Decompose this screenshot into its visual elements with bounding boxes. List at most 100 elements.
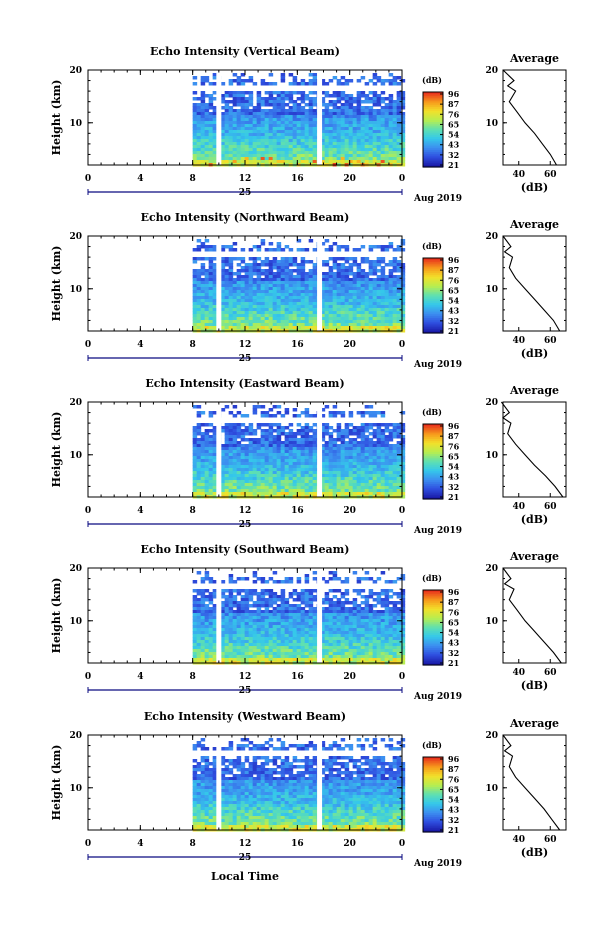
heatmap-cell xyxy=(224,139,230,143)
heatmap-cell xyxy=(320,435,326,439)
heatmap-cell xyxy=(280,275,286,279)
heatmap-cell xyxy=(372,423,378,427)
heatmap-cell xyxy=(224,275,230,279)
heatmap-cell xyxy=(228,154,234,158)
heatmap-cell xyxy=(380,411,386,415)
heatmap-cell xyxy=(256,483,262,487)
heatmap-cell xyxy=(256,438,262,442)
colorbar-segment xyxy=(423,258,443,261)
heatmap-cell xyxy=(324,278,330,282)
heatmap-cell xyxy=(372,148,378,152)
heatmap-cell xyxy=(244,616,250,620)
heatmap-cell xyxy=(196,429,202,433)
heatmap-cell xyxy=(264,468,270,472)
heatmap-cell xyxy=(332,148,338,152)
heatmap-cell xyxy=(228,447,234,451)
heatmap-cell xyxy=(388,142,394,146)
heatmap-cell xyxy=(272,326,278,330)
heatmap-cell xyxy=(212,411,218,415)
heatmap-cell xyxy=(212,302,218,306)
heatmap-cell xyxy=(236,82,242,86)
heatmap-cell xyxy=(200,154,206,158)
heatmap-cell xyxy=(240,299,246,303)
heatmap-cell xyxy=(340,154,346,158)
heatmap-cell xyxy=(328,272,334,276)
heatmap-cell xyxy=(260,308,266,312)
heatmap-cell xyxy=(236,435,242,439)
heatmap-cell xyxy=(272,145,278,149)
heatmap-cell xyxy=(228,468,234,472)
heatmap-cell xyxy=(392,435,398,439)
heatmap-cell xyxy=(192,118,198,122)
heatmap-cell xyxy=(244,290,250,294)
heatmap-cell xyxy=(388,127,394,131)
heatmap-cell xyxy=(252,284,258,288)
heatmap-cell xyxy=(356,145,362,149)
heatmap-cell xyxy=(244,266,250,270)
heatmap-cell xyxy=(256,154,262,158)
heatmap-cell xyxy=(380,317,386,321)
heatmap-cell xyxy=(300,302,306,306)
heatmap-cell xyxy=(304,130,310,134)
colorbar-segment xyxy=(423,425,443,429)
heatmap-cell xyxy=(288,453,294,457)
heatmap-cell xyxy=(364,130,370,134)
heatmap-cell xyxy=(272,154,278,158)
heatmap-cell xyxy=(324,142,330,146)
heatmap-cell xyxy=(208,483,214,487)
heatmap-cell xyxy=(256,320,262,324)
heatmap-cell xyxy=(312,284,318,288)
heatmap-cell xyxy=(400,465,406,469)
heatmap-cell xyxy=(356,266,362,270)
heatmap-cell xyxy=(264,438,270,442)
heatmap-cell xyxy=(292,311,298,315)
heatmap-cell xyxy=(224,610,230,614)
heatmap-cell xyxy=(220,136,226,140)
heatmap-cell xyxy=(332,311,338,315)
heatmap-cell xyxy=(320,426,326,430)
heatmap-cell xyxy=(248,450,254,454)
heatmap-cell xyxy=(248,130,254,134)
heatmap-cell xyxy=(380,429,386,433)
heatmap-cell xyxy=(280,302,286,306)
heatmap-cell xyxy=(356,263,362,267)
heatmap-cell xyxy=(380,272,386,276)
heatmap-cell xyxy=(192,465,198,469)
heatmap-cell xyxy=(296,453,302,457)
heatmap-cell xyxy=(220,257,226,261)
heatmap-cell xyxy=(312,118,318,122)
heatmap-cell xyxy=(208,245,214,249)
heatmap-cell xyxy=(392,115,398,119)
heatmap-cell xyxy=(396,459,402,463)
heatmap-cell xyxy=(292,323,298,327)
heatmap-cell xyxy=(400,239,406,243)
heatmap-cell xyxy=(272,305,278,309)
heatmap-cell xyxy=(212,133,218,137)
heatmap-cell xyxy=(380,160,386,164)
x-tick-label: 4 xyxy=(137,340,143,350)
heatmap-cell xyxy=(212,121,218,125)
heatmap-cell xyxy=(260,625,266,629)
heatmap-cell xyxy=(256,124,262,128)
heatmap-cell xyxy=(192,628,198,632)
heatmap-cell xyxy=(256,444,262,448)
heatmap-cell xyxy=(220,272,226,276)
heatmap-cell xyxy=(260,613,266,617)
heatmap-cell xyxy=(376,320,382,324)
heatmap-cell xyxy=(392,142,398,146)
heatmap-cell xyxy=(284,426,290,430)
heatmap-cell xyxy=(244,480,250,484)
heatmap-cell xyxy=(392,269,398,273)
heatmap-cell xyxy=(380,245,386,249)
heatmap-cell xyxy=(312,290,318,294)
heatmap-cell xyxy=(236,79,242,83)
heatmap-cell xyxy=(308,468,314,472)
heatmap-cell xyxy=(392,145,398,149)
colorbar-frame xyxy=(422,257,444,334)
heatmap-cell xyxy=(244,595,250,599)
heatmap-cell xyxy=(232,284,238,288)
colorbar-segment xyxy=(423,95,443,99)
heatmap-cell xyxy=(384,453,390,457)
heatmap-cell xyxy=(280,115,286,119)
heatmap-cell xyxy=(376,438,382,442)
